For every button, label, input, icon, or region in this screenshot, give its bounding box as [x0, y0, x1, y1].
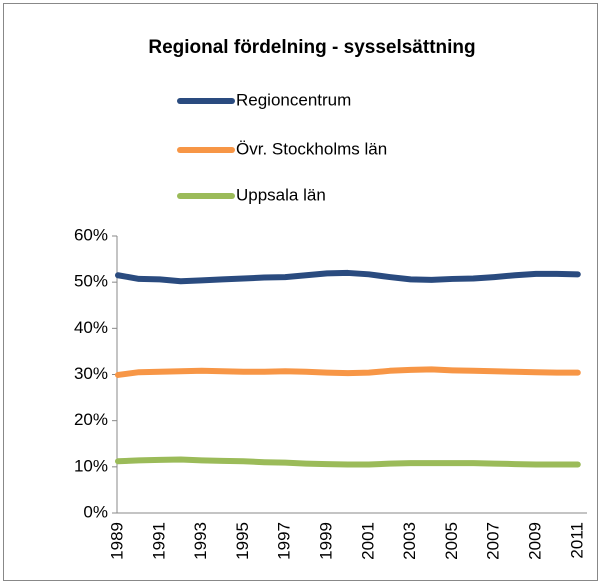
- y-tick-label: 10%: [74, 456, 108, 475]
- series-line: [115, 456, 581, 468]
- y-tick-label: 60%: [74, 225, 108, 244]
- x-tick-label: 2009: [525, 522, 544, 560]
- x-tick-label: 1993: [191, 522, 210, 560]
- x-tick-label: 2011: [567, 522, 586, 559]
- x-tick-label: 2001: [358, 522, 377, 560]
- chart-title: Regional fördelning - sysselsättning: [148, 37, 475, 58]
- series-line: [115, 269, 581, 285]
- y-tick-label: 50%: [74, 272, 108, 291]
- y-tick-label: 0%: [83, 502, 108, 521]
- x-tick-label: 1999: [316, 522, 335, 560]
- legend-label: Regioncentrum: [236, 90, 351, 109]
- y-tick-label: 20%: [74, 410, 108, 429]
- legend-label: Uppsala län: [236, 185, 326, 204]
- chart-border: [3, 3, 598, 581]
- x-tick-label: 1995: [233, 522, 252, 560]
- x-tick-label: 1997: [275, 522, 294, 560]
- x-tick-label: 2005: [442, 522, 461, 560]
- x-tick-label: 1989: [107, 522, 126, 560]
- x-tick-label: 2007: [484, 522, 503, 560]
- y-tick-label: 40%: [74, 318, 108, 337]
- legend-label: Övr. Stockholms län: [236, 139, 387, 158]
- series-line: [115, 366, 581, 378]
- x-tick-label: 1991: [149, 522, 168, 560]
- y-tick-label: 30%: [74, 364, 108, 383]
- x-tick-label: 2003: [400, 522, 419, 560]
